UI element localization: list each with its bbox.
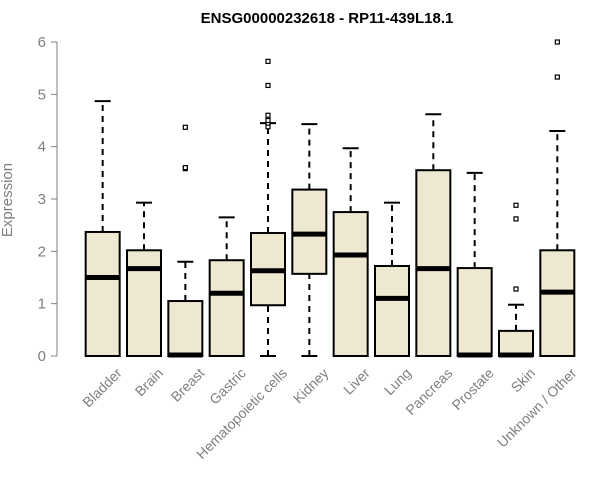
box-iqr xyxy=(539,249,576,357)
x-tick-label: Bladder xyxy=(79,365,125,411)
outlier-point xyxy=(513,202,519,208)
outlier-point xyxy=(265,82,271,89)
outlier-point xyxy=(182,124,188,130)
box-bladder xyxy=(84,100,121,357)
box-iqr xyxy=(374,264,410,357)
x-tick-label: Prostate xyxy=(449,365,497,413)
x-tick-label: Lung xyxy=(381,365,414,398)
x-tick-label: Breast xyxy=(168,365,208,405)
box-breast xyxy=(167,124,204,358)
outlier-point xyxy=(265,112,271,118)
outlier-point xyxy=(265,117,271,124)
box-iqr xyxy=(208,259,245,358)
y-tick-label: 5 xyxy=(38,86,46,103)
y-tick-label: 3 xyxy=(38,191,46,208)
box-unknown-other xyxy=(539,39,576,357)
box-lung xyxy=(374,201,410,357)
x-tick-label: Kidney xyxy=(290,365,332,407)
box-prostate xyxy=(456,171,493,358)
y-tick-label: 4 xyxy=(38,139,46,156)
box-pancreas xyxy=(415,113,452,357)
box-liver xyxy=(332,147,369,357)
outlier-point xyxy=(182,165,188,171)
box-gastric xyxy=(208,216,245,358)
y-tick-label: 0 xyxy=(38,348,46,365)
box-iqr xyxy=(84,230,121,357)
x-tick-label: Brain xyxy=(132,365,166,399)
box-iqr xyxy=(415,169,452,357)
outlier-point xyxy=(513,216,519,222)
y-tick-label: 2 xyxy=(38,243,46,260)
box-skin xyxy=(498,202,534,358)
box-iqr xyxy=(498,329,534,358)
x-tick-label: Liver xyxy=(340,365,373,398)
outlier-point xyxy=(554,74,560,80)
y-axis: 0 1 2 3 4 5 6 xyxy=(38,34,58,365)
box-iqr xyxy=(167,300,204,357)
box-hematopoietic-cells xyxy=(250,58,286,357)
box-series xyxy=(84,39,576,358)
box-brain xyxy=(126,201,162,357)
box-iqr xyxy=(456,267,493,357)
y-tick-label: 1 xyxy=(38,296,46,313)
outlier-point xyxy=(513,286,519,292)
chart-title: ENSG00000232618 - RP11-439L18.1 xyxy=(201,10,454,27)
outlier-point xyxy=(265,58,271,64)
y-tick-label: 6 xyxy=(38,34,46,51)
box-kidney xyxy=(291,123,328,357)
box-iqr xyxy=(332,211,369,357)
outlier-point xyxy=(554,39,560,45)
y-axis-label: Expression xyxy=(0,163,16,237)
x-tick-label: Skin xyxy=(508,365,539,396)
